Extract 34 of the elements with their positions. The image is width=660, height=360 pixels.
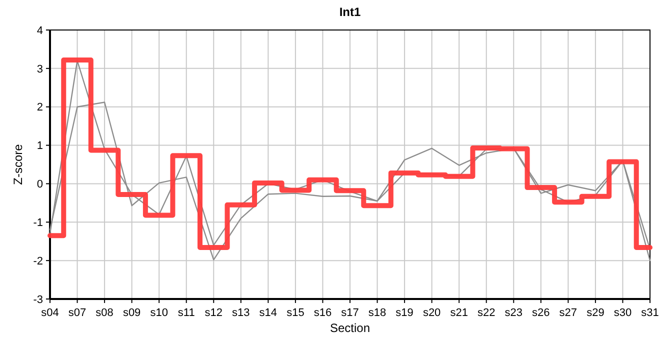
y-tick-label: -3 [33,294,43,306]
x-tick-label: s20 [422,307,441,319]
y-tick-label: 1 [36,140,43,152]
y-tick-label: 0 [36,178,43,191]
y-axis-title: Z-score [11,144,25,185]
chart-title: Int1 [339,5,361,19]
x-tick-label: s22 [477,307,496,319]
x-tick-label: s21 [450,307,468,319]
y-tick-label: 4 [36,24,43,37]
x-axis-title: Section [330,321,370,335]
x-tick-label: s13 [232,307,250,319]
x-tick-label: s23 [504,307,523,319]
y-tick-label: -1 [33,216,43,229]
y-tick-label: 3 [36,63,43,76]
x-tick-label: s11 [178,307,195,319]
x-tick-label: s27 [559,307,578,319]
x-tick-label: s30 [614,307,632,319]
x-tick-label: s15 [286,307,304,319]
x-tick-label: s07 [68,307,86,319]
x-tick-label: s26 [532,307,550,319]
x-tick-label: s18 [368,307,386,319]
x-tick-label: s19 [396,307,414,319]
x-tick-label: s16 [314,307,332,319]
x-tick-label: s08 [96,307,114,319]
x-tick-label: s12 [204,307,223,319]
x-tick-label: s09 [122,307,141,319]
x-tick-label: s10 [150,307,168,319]
x-tick-label: s29 [586,307,604,319]
x-tick-label: s17 [341,307,359,319]
x-tick-label: s04 [41,307,59,319]
x-tick-label: s31 [641,307,659,319]
y-tick-label: 2 [36,102,43,114]
x-tick-label: s14 [259,307,278,319]
y-tick-label: -2 [33,255,43,268]
